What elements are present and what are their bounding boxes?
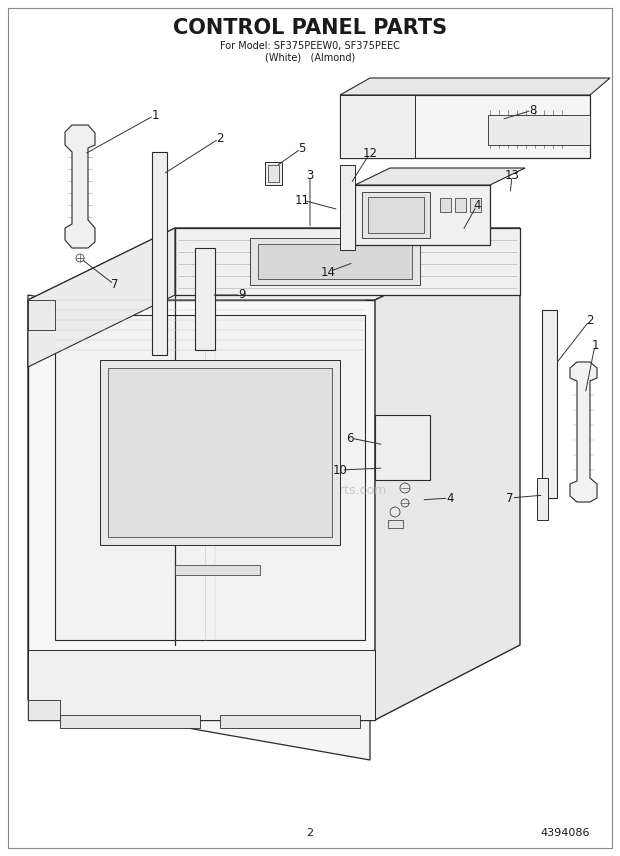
Text: 7: 7: [111, 278, 119, 292]
Text: 2: 2: [306, 828, 314, 838]
Text: (White)   (Almond): (White) (Almond): [265, 52, 355, 62]
Polygon shape: [440, 198, 451, 212]
Polygon shape: [340, 78, 610, 95]
Polygon shape: [340, 165, 355, 250]
Polygon shape: [28, 700, 60, 720]
Circle shape: [312, 254, 328, 270]
Text: 11: 11: [294, 193, 309, 206]
Text: 4: 4: [473, 199, 480, 211]
Polygon shape: [355, 185, 490, 245]
Polygon shape: [175, 228, 520, 295]
Circle shape: [76, 424, 88, 436]
Text: 4: 4: [446, 491, 454, 504]
Circle shape: [400, 483, 410, 493]
Polygon shape: [537, 478, 548, 520]
Polygon shape: [195, 248, 215, 350]
Polygon shape: [455, 198, 466, 212]
Text: For Model: SF375PEEW0, SF375PEEC: For Model: SF375PEEW0, SF375PEEC: [220, 41, 400, 51]
Text: 1: 1: [591, 338, 599, 352]
Text: 9: 9: [238, 288, 246, 301]
Circle shape: [66, 384, 98, 416]
Text: eReplacementParts.com: eReplacementParts.com: [234, 484, 386, 496]
Polygon shape: [470, 198, 481, 212]
Polygon shape: [28, 295, 370, 760]
Polygon shape: [375, 228, 520, 720]
Polygon shape: [220, 715, 360, 728]
Text: 13: 13: [505, 169, 520, 181]
Text: 6: 6: [346, 431, 354, 444]
Text: 12: 12: [363, 146, 378, 159]
Polygon shape: [65, 125, 95, 248]
Text: 2: 2: [216, 132, 224, 145]
Text: 14: 14: [321, 265, 335, 278]
Text: 3: 3: [306, 169, 314, 181]
Polygon shape: [28, 650, 375, 720]
Polygon shape: [108, 368, 332, 537]
Text: 7: 7: [507, 491, 514, 504]
Text: 5: 5: [298, 141, 306, 154]
Circle shape: [390, 507, 400, 517]
Polygon shape: [340, 95, 590, 158]
Polygon shape: [60, 715, 200, 728]
Text: 4394086: 4394086: [541, 828, 590, 838]
Text: CONTROL PANEL PARTS: CONTROL PANEL PARTS: [173, 18, 447, 38]
Polygon shape: [28, 228, 520, 300]
Polygon shape: [28, 228, 175, 367]
Text: 8: 8: [529, 104, 537, 116]
Polygon shape: [375, 415, 430, 480]
Text: 2: 2: [587, 313, 594, 326]
Polygon shape: [175, 565, 260, 575]
Polygon shape: [28, 300, 375, 720]
Polygon shape: [258, 244, 412, 279]
Polygon shape: [265, 162, 282, 185]
Polygon shape: [542, 310, 557, 498]
Polygon shape: [340, 95, 415, 158]
Polygon shape: [488, 115, 590, 145]
Polygon shape: [570, 362, 597, 502]
Polygon shape: [368, 197, 424, 233]
Polygon shape: [100, 360, 340, 545]
Text: 1: 1: [151, 109, 159, 122]
Polygon shape: [362, 192, 430, 238]
Polygon shape: [355, 168, 525, 185]
Polygon shape: [152, 152, 167, 355]
Polygon shape: [250, 238, 420, 285]
Polygon shape: [268, 165, 279, 182]
Polygon shape: [28, 300, 55, 330]
Polygon shape: [388, 520, 403, 528]
Text: 10: 10: [332, 463, 347, 477]
Polygon shape: [55, 315, 365, 640]
